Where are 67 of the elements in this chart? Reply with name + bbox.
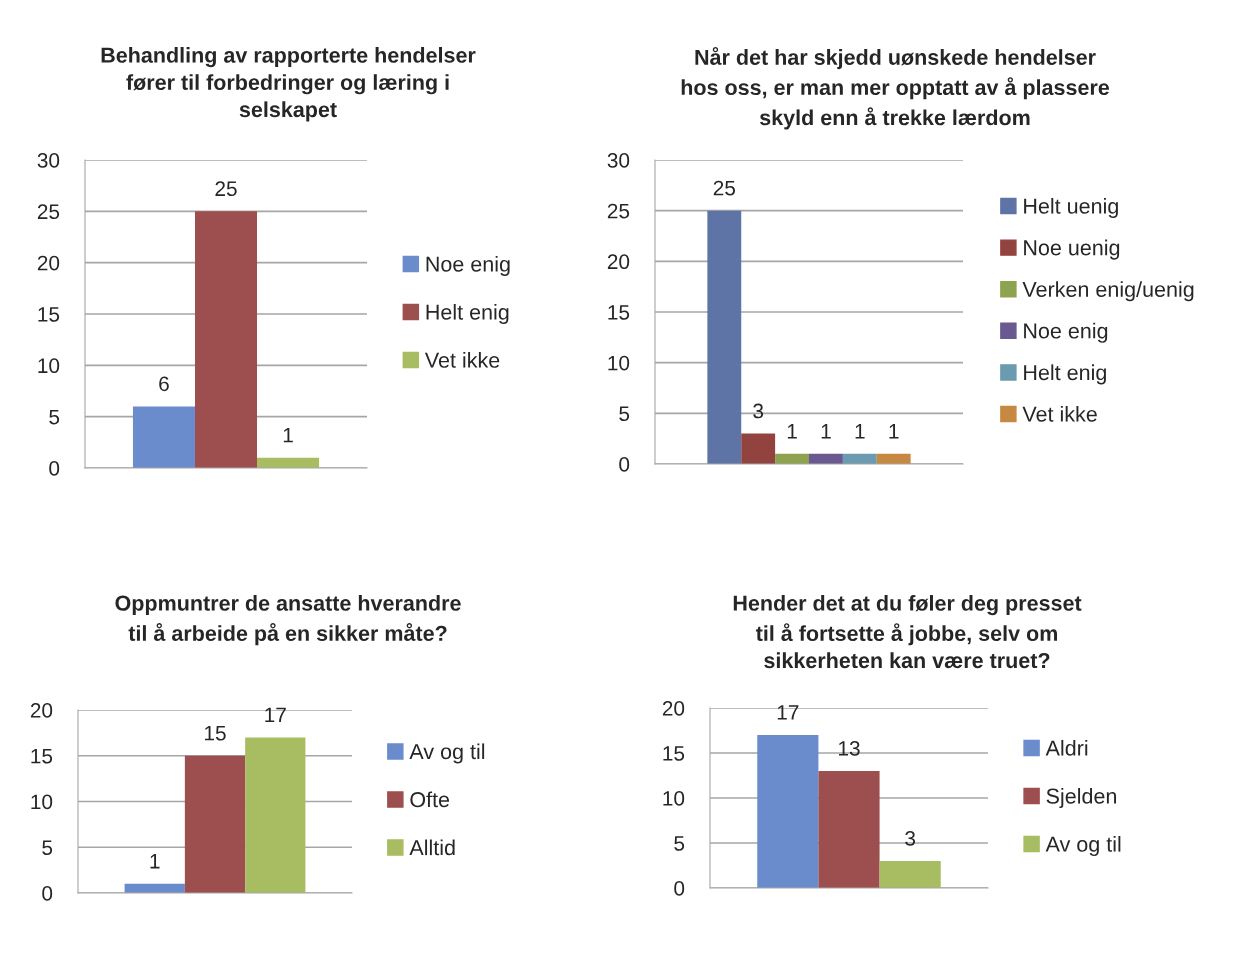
legend-label: Helt enig [426,303,509,325]
y-tick-label: 20 [607,254,630,270]
data-label: 1 [855,424,865,439]
data-label: 25 [713,180,736,196]
bar [184,755,246,893]
chart-title: Hender det at du føler deg presset til å fortsette å jobbe, selv om sikkerheten kan være truet? [733,595,1082,669]
y-tick-label: 10 [608,355,630,371]
bar [707,210,742,464]
legend-label: Sjelden [1046,787,1116,809]
data-label: 17 [777,705,799,720]
chart-title: Oppmuntrer de ansatte hverandre til å arbeide på en sikker måte? [115,595,461,646]
y-tick-label: 5 [42,840,53,855]
legend-label: Alltid [409,839,455,856]
y-tick-label: 25 [607,203,630,219]
legend-label: Helt uenig [1024,197,1118,219]
y-tick-label: 0 [619,457,630,472]
y-tick-label: 20 [662,701,685,716]
data-label: 3 [753,403,764,419]
bar [757,735,819,888]
y-tick-label: 0 [674,881,685,896]
data-label: 1 [787,424,797,439]
bar [818,771,880,888]
legend-label: Av og til [1045,836,1121,857]
y-tick-label: 30 [607,153,630,168]
data-label: 13 [839,741,860,756]
legend-label: Noe enig [426,255,510,276]
bar [132,406,195,468]
y-tick-label: 15 [38,307,60,322]
data-label: 3 [905,831,916,846]
y-tick-label: 15 [663,746,685,761]
y-tick-label: 15 [608,305,630,320]
y-tick-label: 10 [663,791,685,806]
legend-label: Vet ikke [424,352,500,368]
y-tick-label: 20 [30,703,53,718]
y-tick-label: 5 [674,836,685,851]
y-tick-label: 5 [49,409,60,425]
legend-label: Ofte [410,791,450,808]
data-label: 1 [283,427,293,443]
legend-label: Helt enig [1024,364,1106,385]
y-tick-label: 10 [38,358,60,374]
legend-label: Verken enig/uenig [1022,281,1194,302]
bar [194,211,258,468]
legend-label: Noe enig [1024,322,1108,343]
data-label: 6 [159,376,169,392]
bar [879,861,941,888]
legend-label: Aldri [1045,739,1088,756]
chart-title: Behandling av rapporterte hendelser fører til forbedringer og læring i selskapet [101,47,476,122]
y-tick-label: 25 [37,204,60,220]
data-label: 17 [265,707,286,723]
bar [245,737,306,893]
legend-label: Av og til [409,743,485,764]
data-label: 25 [215,181,237,197]
chart-title: Når det har skjedd uønskede hendelser hos oss, er man mer opptatt av å plassere skyld enn å trekke lærdom [681,47,1110,130]
y-tick-label: 20 [37,255,60,271]
y-tick-label: 0 [42,886,53,901]
data-label: 15 [205,725,226,741]
legend-label: Noe uenig [1024,239,1120,260]
y-tick-label: 0 [49,461,60,476]
data-label: 1 [889,424,899,439]
data-label: 1 [150,854,160,869]
y-tick-label: 5 [619,406,630,422]
legend-label: Vet ikke [1022,405,1097,422]
y-tick-label: 10 [31,794,53,810]
bar [741,433,776,464]
data-label: 1 [821,424,831,439]
y-tick-label: 15 [31,748,53,764]
y-tick-label: 30 [37,153,60,168]
